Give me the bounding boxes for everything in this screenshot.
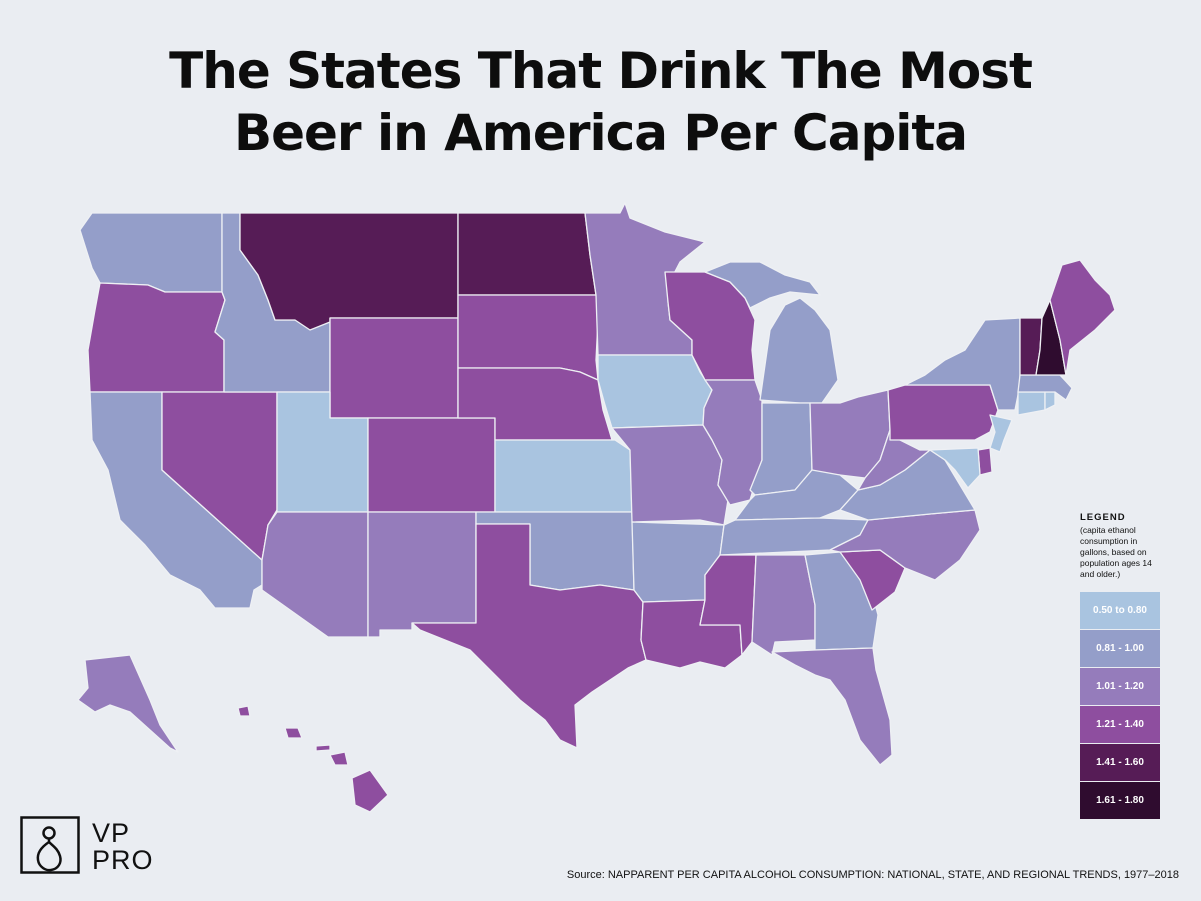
state-hi-big-island[interactable]: [351, 769, 389, 813]
state-co[interactable]: [367, 417, 496, 513]
state-ne[interactable]: [457, 367, 613, 441]
state-ct[interactable]: [1017, 391, 1046, 416]
state-hi-molokai[interactable]: [315, 744, 331, 752]
state-nm[interactable]: [367, 511, 477, 638]
vp-pro-logo: VP PRO: [20, 816, 160, 876]
state-sd[interactable]: [457, 294, 599, 381]
legend-swatch-5: 1.41 - 1.60: [1080, 744, 1160, 781]
logo-line-2: PRO: [92, 845, 154, 875]
legend-swatch-3: 1.01 - 1.20: [1080, 668, 1160, 705]
state-wa[interactable]: [79, 212, 223, 293]
state-mt[interactable]: [239, 212, 459, 331]
legend: LEGEND (capita ethanol consumption in ga…: [1080, 512, 1160, 820]
state-ri[interactable]: [1044, 391, 1056, 411]
state-nc[interactable]: [829, 509, 981, 581]
state-ia[interactable]: [597, 354, 713, 429]
state-ak[interactable]: [77, 654, 179, 753]
bottle-opener-icon: [20, 816, 80, 874]
state-wy[interactable]: [329, 317, 459, 419]
legend-swatch-6: 1.61 - 1.80: [1080, 782, 1160, 819]
state-nj[interactable]: [989, 414, 1013, 453]
legend-bins: 0.50 to 0.80 0.81 - 1.00 1.01 - 1.20 1.2…: [1080, 592, 1160, 819]
title-line-1: The States That Drink The Most: [169, 42, 1033, 100]
state-md[interactable]: [929, 447, 981, 489]
state-mi[interactable]: [759, 297, 839, 404]
legend-note: (capita ethanol consumption in gallons, …: [1080, 525, 1152, 579]
legend-swatch-2: 0.81 - 1.00: [1080, 630, 1160, 667]
state-hi-maui[interactable]: [329, 751, 349, 766]
state-mi-upper[interactable]: [704, 261, 821, 309]
state-hi-oahu[interactable]: [284, 727, 303, 739]
page-title: The States That Drink The Most Beer in A…: [0, 40, 1201, 164]
state-az[interactable]: [261, 511, 369, 638]
state-wv[interactable]: [857, 429, 931, 491]
state-al[interactable]: [751, 554, 816, 656]
legend-swatch-1: 0.50 to 0.80: [1080, 592, 1160, 629]
state-ks[interactable]: [494, 439, 633, 513]
state-or[interactable]: [87, 282, 226, 393]
legend-swatch-4: 1.21 - 1.40: [1080, 706, 1160, 743]
logo-line-1: VP: [92, 818, 131, 848]
source-citation: Source: NAPPARENT PER CAPITA ALCOHOL CON…: [566, 869, 1179, 881]
state-nd[interactable]: [457, 212, 597, 296]
legend-title: LEGEND: [1080, 512, 1126, 523]
state-pa[interactable]: [887, 384, 999, 441]
state-tx[interactable]: [411, 523, 647, 749]
state-me[interactable]: [1049, 259, 1116, 376]
state-fl[interactable]: [771, 647, 893, 766]
logo-text: VP PRO: [92, 820, 154, 874]
state-hi-kauai[interactable]: [237, 705, 251, 717]
title-line-2: Beer in America Per Capita: [233, 104, 968, 162]
